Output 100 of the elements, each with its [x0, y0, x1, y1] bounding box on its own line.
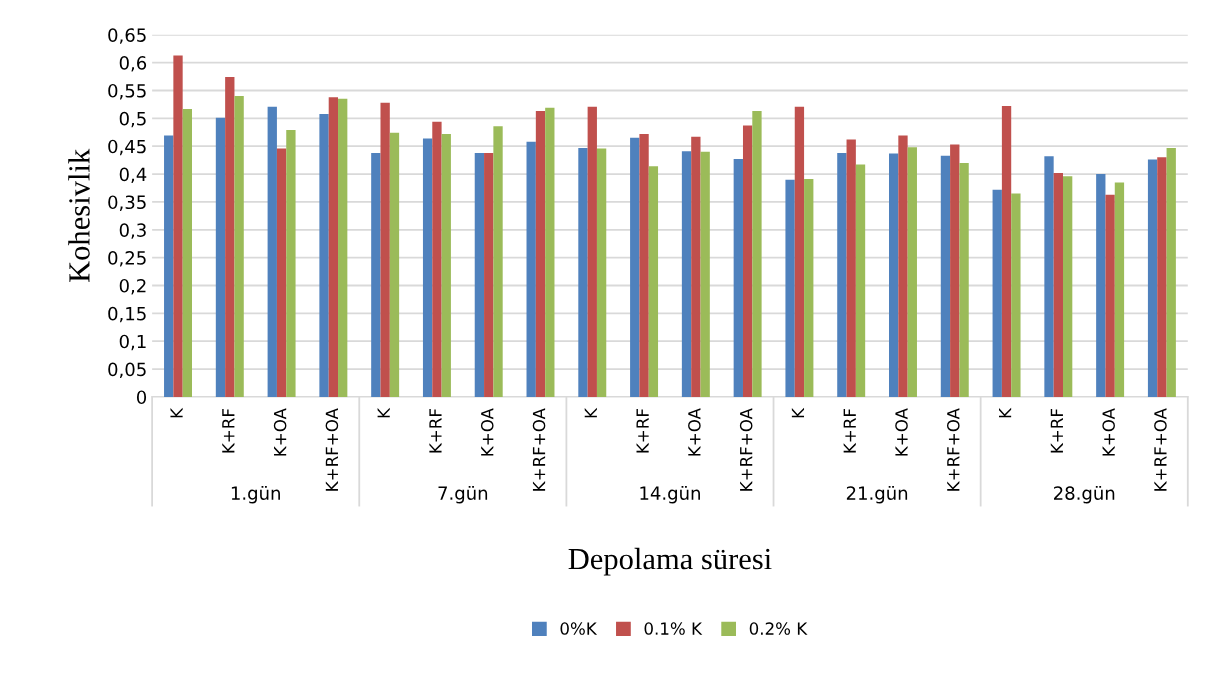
bar	[371, 152, 381, 397]
legend-label: 0%K	[560, 622, 598, 635]
bar	[940, 155, 951, 397]
text: 7.gün	[438, 486, 488, 504]
x-tick-label: K+RF	[1050, 409, 1063, 453]
y-tick-label: 0,6	[119, 56, 147, 72]
bar	[173, 55, 183, 397]
y-tick-label: 0,15	[108, 306, 146, 323]
x-tick-label: K+RF+OA	[325, 408, 339, 491]
bar	[215, 117, 226, 397]
bar	[794, 106, 805, 397]
x-tick-label: K	[377, 407, 390, 418]
bar	[234, 96, 244, 397]
x-tick-label: K	[584, 407, 597, 418]
bar	[648, 166, 659, 397]
x-tick-label: K+OA	[895, 408, 908, 456]
bar	[596, 148, 607, 397]
bar	[1011, 193, 1021, 397]
x-tick-label: K+RF+OA	[947, 408, 960, 491]
bar	[846, 139, 856, 397]
bar	[526, 141, 536, 397]
bar	[545, 107, 555, 397]
bar	[855, 164, 866, 397]
bar	[587, 106, 597, 397]
bar	[752, 111, 762, 397]
x-tick-label: K+RF	[222, 409, 235, 453]
bar	[1096, 174, 1106, 397]
bar	[992, 189, 1002, 397]
bar	[804, 179, 814, 397]
x-tick-label: K+RF	[636, 409, 649, 453]
bar	[898, 135, 908, 397]
x-tick-label: K+OA	[688, 408, 701, 456]
bar	[1147, 159, 1158, 397]
y-tick-label: 0,2	[119, 278, 146, 295]
y-tick-label: 0,05	[108, 362, 146, 379]
bar	[493, 126, 503, 397]
y-axis-title: Kohesivlik	[68, 148, 90, 283]
text: 1.gün	[231, 486, 280, 504]
x-tick-label: K+OA	[273, 408, 287, 456]
bar	[422, 138, 433, 397]
bar	[432, 121, 442, 397]
y-tick-label: 0,25	[108, 251, 146, 267]
bar	[733, 159, 743, 397]
x-tick-label: K	[999, 407, 1012, 418]
y-tick-label: 0,35	[108, 195, 146, 211]
x-tick-label: K+RF+OA	[532, 408, 546, 491]
bar	[681, 151, 692, 397]
legend-label: 0.2% K	[749, 622, 808, 635]
text: 14.gün	[640, 486, 700, 504]
bar	[225, 77, 235, 397]
text: 28.gün	[1054, 486, 1115, 504]
bar	[691, 136, 701, 397]
bar	[1166, 147, 1176, 397]
bar	[328, 97, 339, 397]
bar	[785, 179, 795, 397]
bar	[630, 137, 640, 397]
x-tick-label: K+RF	[843, 409, 856, 453]
bar	[700, 151, 710, 397]
bar	[338, 98, 348, 397]
bar	[1157, 157, 1167, 397]
bar	[889, 153, 899, 397]
bar	[1105, 194, 1115, 397]
x-tick-label: K	[791, 407, 805, 418]
bar	[837, 152, 847, 397]
x-axis-title: Depolama süresi	[568, 547, 772, 576]
y-tick-label: 0,4	[119, 167, 147, 184]
bar	[441, 133, 451, 397]
bar	[535, 111, 546, 397]
x-tick-label: K+RF+OA	[1154, 408, 1167, 491]
bar	[276, 148, 287, 397]
bar	[950, 144, 960, 397]
bar	[1062, 176, 1073, 397]
y-tick-label: 0,3	[119, 223, 146, 239]
x-tick-label: K+RF	[429, 409, 442, 453]
bar	[474, 152, 485, 397]
y-tick-label: 0,5	[119, 111, 146, 128]
x-tick-label: K	[170, 407, 183, 418]
y-tick-label: 0,1	[119, 334, 146, 351]
bar	[286, 130, 296, 397]
legend-label: 0.1% K	[644, 622, 703, 635]
bar	[639, 133, 649, 397]
bar	[389, 132, 400, 397]
y-tick-label: 0,55	[108, 83, 146, 100]
bar	[1053, 172, 1063, 397]
bar	[742, 125, 753, 397]
y-tick-label: 0,65	[108, 28, 146, 44]
bar	[267, 106, 277, 397]
bar	[182, 108, 192, 397]
bar	[484, 152, 494, 397]
text: 21.gün	[846, 486, 908, 504]
bar	[380, 102, 390, 397]
bar	[1114, 182, 1125, 397]
x-tick-label: K+RF+OA	[739, 408, 753, 491]
y-tick-label: 0,45	[108, 139, 146, 156]
bar	[959, 162, 969, 397]
bar	[1001, 106, 1012, 397]
bar	[907, 147, 917, 397]
y-tick-label: 0	[136, 390, 147, 405]
bar	[164, 135, 174, 397]
bar	[319, 113, 329, 397]
